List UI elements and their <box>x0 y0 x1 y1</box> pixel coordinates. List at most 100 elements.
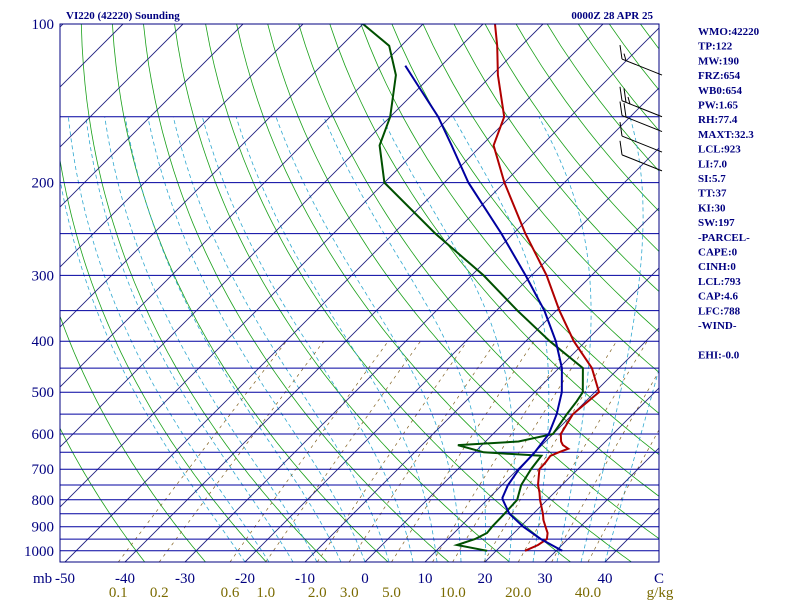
moist-adiabat <box>604 367 659 562</box>
mixing-ratio-line <box>551 370 659 562</box>
sounding-index: LFC:788 <box>698 305 741 317</box>
moist-adiabat <box>104 116 318 562</box>
dry-adiabat <box>515 24 659 212</box>
traces <box>362 24 601 552</box>
wind-barb-feather <box>619 44 623 60</box>
dry-adiabat <box>734 24 800 562</box>
wind-barb-staff <box>621 58 663 76</box>
pressure-tick-label: 500 <box>32 385 55 401</box>
mixing-ratio-tick-label: 3.0 <box>340 585 359 600</box>
dry-adiabat <box>453 24 659 293</box>
parcel-trace <box>404 65 563 552</box>
temperature-tick-label: -10 <box>295 571 315 587</box>
sounding-index: SW:197 <box>698 217 735 229</box>
dewpoint-trace <box>362 24 584 552</box>
dry-adiabat <box>205 24 571 562</box>
sounding-index: CAPE:0 <box>698 247 738 259</box>
sounding-index: WB0:654 <box>698 85 743 97</box>
sounding-index: SI:5.7 <box>698 173 726 185</box>
pressure-tick-label: 800 <box>32 493 55 509</box>
chart-title: VI220 (42220) Sounding <box>66 10 180 22</box>
isotherm <box>244 147 659 562</box>
mixing-ratio-line <box>391 341 535 562</box>
pressure-tick-label: 900 <box>32 520 55 536</box>
moist-adiabat <box>147 116 366 562</box>
pressure-tick-label: 400 <box>32 334 55 350</box>
moist-adiabat <box>68 116 270 562</box>
mixing-ratio-tick-label: 0.6 <box>221 585 240 600</box>
chart-timestamp: 0000Z 28 APR 25 <box>571 10 653 22</box>
wind-barb-staff <box>621 135 663 153</box>
sounding-index: EHI:-0.0 <box>698 349 740 361</box>
moist-adiabat <box>85 116 294 562</box>
temperature-tick-label: -20 <box>235 571 255 587</box>
sounding-index: CAP:4.6 <box>698 291 739 303</box>
dry-adiabat <box>267 24 659 540</box>
isotherm <box>60 24 244 208</box>
mixing-ratio-tick-label: 0.1 <box>109 585 128 600</box>
isotherm <box>364 267 659 562</box>
sounding-index: TP:122 <box>698 41 733 53</box>
isotherm <box>60 24 124 88</box>
mixing-ratio-tick-label: g/kg <box>647 585 674 600</box>
dry-adiabat <box>298 24 659 497</box>
isotherm <box>544 447 659 562</box>
wind-barb-feather <box>619 101 623 116</box>
dry-adiabat <box>360 24 659 414</box>
pressure-tick-label: 600 <box>32 427 55 443</box>
dry-adiabat <box>60 157 267 562</box>
dry-adiabat <box>391 24 659 373</box>
isotherm <box>184 87 659 562</box>
background-lines <box>60 24 800 562</box>
isotherm <box>60 24 64 28</box>
mixing-ratio-tick-label: 5.0 <box>382 585 401 600</box>
pressure-tick-label: 200 <box>32 176 55 192</box>
temperature-axis-labels: -50 -40 -30 -20 -10 0 10 20 30 40 C <box>55 571 664 587</box>
sounding-index: PW:1.65 <box>698 100 739 112</box>
sounding-indices: WMO:42220 TP:122 MW:190 FRZ:654 WB0:654 PW:1.… <box>698 26 760 361</box>
mixing-ratio-line <box>229 340 389 562</box>
sounding-index: LCL:793 <box>698 276 741 288</box>
isotherm <box>60 24 304 268</box>
sounding-index: MW:190 <box>698 55 739 67</box>
mixing-ratio-line <box>118 340 287 562</box>
mixing-ratio-line <box>483 341 617 562</box>
mixing-ratio-line <box>452 341 589 562</box>
dry-adiabat <box>60 315 206 562</box>
moist-adiabat <box>124 116 342 562</box>
wind-barb-feather <box>619 140 623 155</box>
wind-barb-staff <box>621 154 663 172</box>
pressure-tick-label: 700 <box>32 462 55 478</box>
moist-adiabat <box>201 116 414 562</box>
mixing-ratio-tick-label: 40.0 <box>575 585 601 600</box>
pressure-axis-labels: 100 200 300 400 500 600 700 800 900 1000 <box>24 17 54 560</box>
dry-adiabat <box>484 24 659 252</box>
pressure-tick-label: 100 <box>32 17 55 33</box>
mixing-ratio-line <box>432 341 571 562</box>
isotherm <box>484 387 659 562</box>
plot-frame <box>59 23 660 563</box>
pressure-unit-label: mb <box>33 571 52 587</box>
isotherm <box>124 27 659 562</box>
mixing-ratio-line <box>587 429 659 562</box>
temperature-trace <box>492 24 601 552</box>
isotherm <box>304 207 659 562</box>
isotherm <box>64 24 604 562</box>
dry-adiabat <box>143 24 450 562</box>
isotherm <box>60 24 544 508</box>
mixing-ratio-tick-label: 20.0 <box>505 585 531 600</box>
temperature-tick-label: 0 <box>361 571 369 587</box>
pressure-tick-label: 1000 <box>24 544 54 560</box>
mixing-ratio-tick-label: 2.0 <box>308 585 327 600</box>
temperature-tick-label: 10 <box>418 571 433 587</box>
mixing-ratio-tick-label: 10.0 <box>439 585 465 600</box>
wind-barb-feather <box>623 88 627 103</box>
temperature-tick-label: -40 <box>115 571 135 587</box>
sounding-index: CINH:0 <box>698 261 736 273</box>
dry-adiabat <box>80 24 328 562</box>
sounding-index: MAXT:32.3 <box>698 129 754 141</box>
temperature-tick-label: -50 <box>55 571 75 587</box>
isobars <box>60 23 659 552</box>
moist-adiabat <box>381 116 515 562</box>
